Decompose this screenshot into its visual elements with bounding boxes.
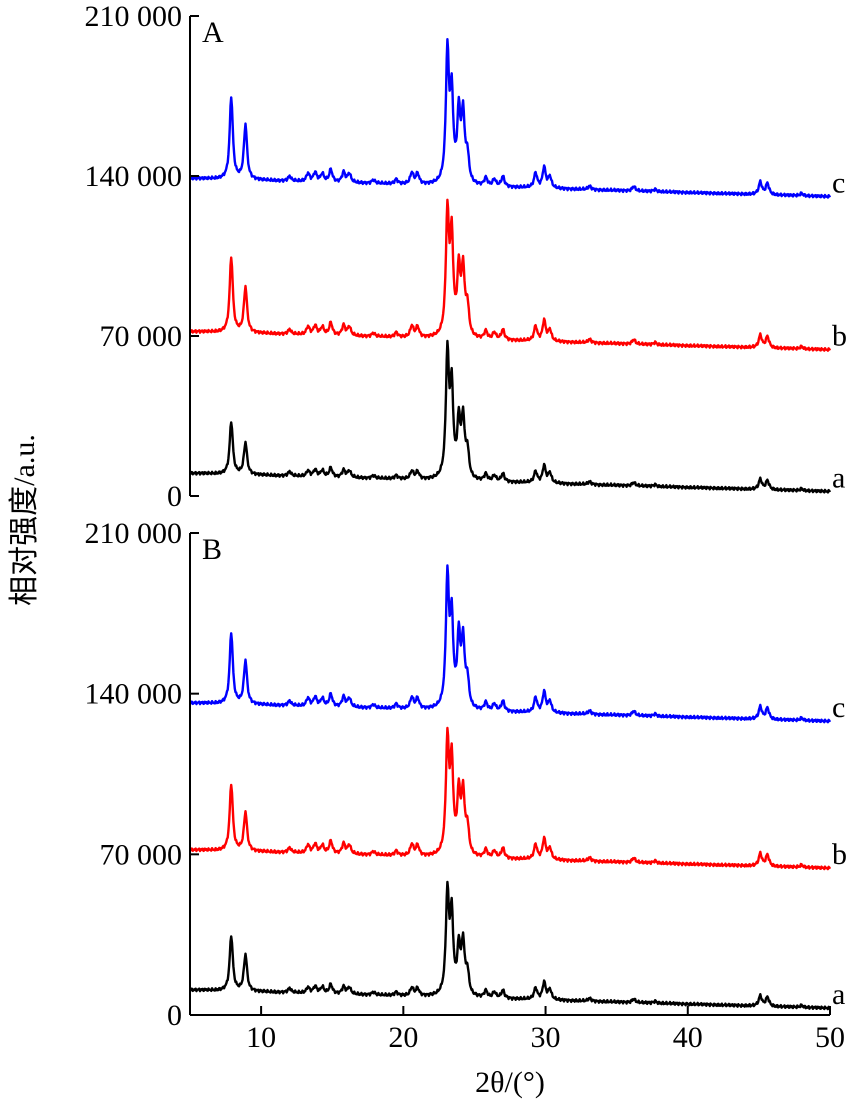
y-tick-label: 210 000 [85,517,183,550]
panel-b-y-ticks: 0 70 000 140 000 210 000 [85,517,199,1032]
y-tick-label: 210 000 [85,0,183,33]
series-c-label: c [832,167,845,200]
series-b-label: b [832,838,847,871]
panel-a-label: A [202,16,224,49]
y-tick-label: 0 [167,999,182,1032]
panel-a: a b c 0 70 000 140 000 210 000 A [85,0,848,513]
panel-b-series: a b c [189,564,847,1011]
series-b-line [189,726,832,871]
series-a-line [189,339,832,494]
series-c-line [189,564,832,724]
series-a-line [189,880,832,1011]
y-tick-label: 140 000 [85,160,183,193]
y-tick-label: 0 [167,480,182,513]
series-b-line [189,198,832,352]
x-tick-label: 20 [388,1021,418,1054]
series-c-label: c [832,691,845,724]
panel-a-y-ticks: 0 70 000 140 000 210 000 [85,0,199,513]
series-c-line [189,38,832,199]
series-b-label: b [832,320,847,353]
x-tick-label: 50 [815,1021,845,1054]
series-a-label: a [832,978,845,1011]
series-a-label: a [832,461,845,494]
y-tick-label: 70 000 [100,320,183,353]
y-tick-label: 70 000 [100,838,183,871]
y-tick-label: 140 000 [85,678,183,711]
panel-b: a b c 0 70 000 140 000 210 000 10 20 30 40 50 B [85,517,848,1054]
x-axis-title: 2θ/(°) [475,1066,545,1099]
y-axis-title: 相对强度/a.u. [8,434,41,606]
panel-b-label: B [202,533,222,566]
x-tick-label: 30 [531,1021,561,1054]
x-tick-label: 10 [246,1021,276,1054]
panel-a-series: a b c [189,38,847,494]
x-tick-label: 40 [673,1021,703,1054]
panel-b-x-ticks: 10 20 30 40 50 [246,1006,845,1054]
